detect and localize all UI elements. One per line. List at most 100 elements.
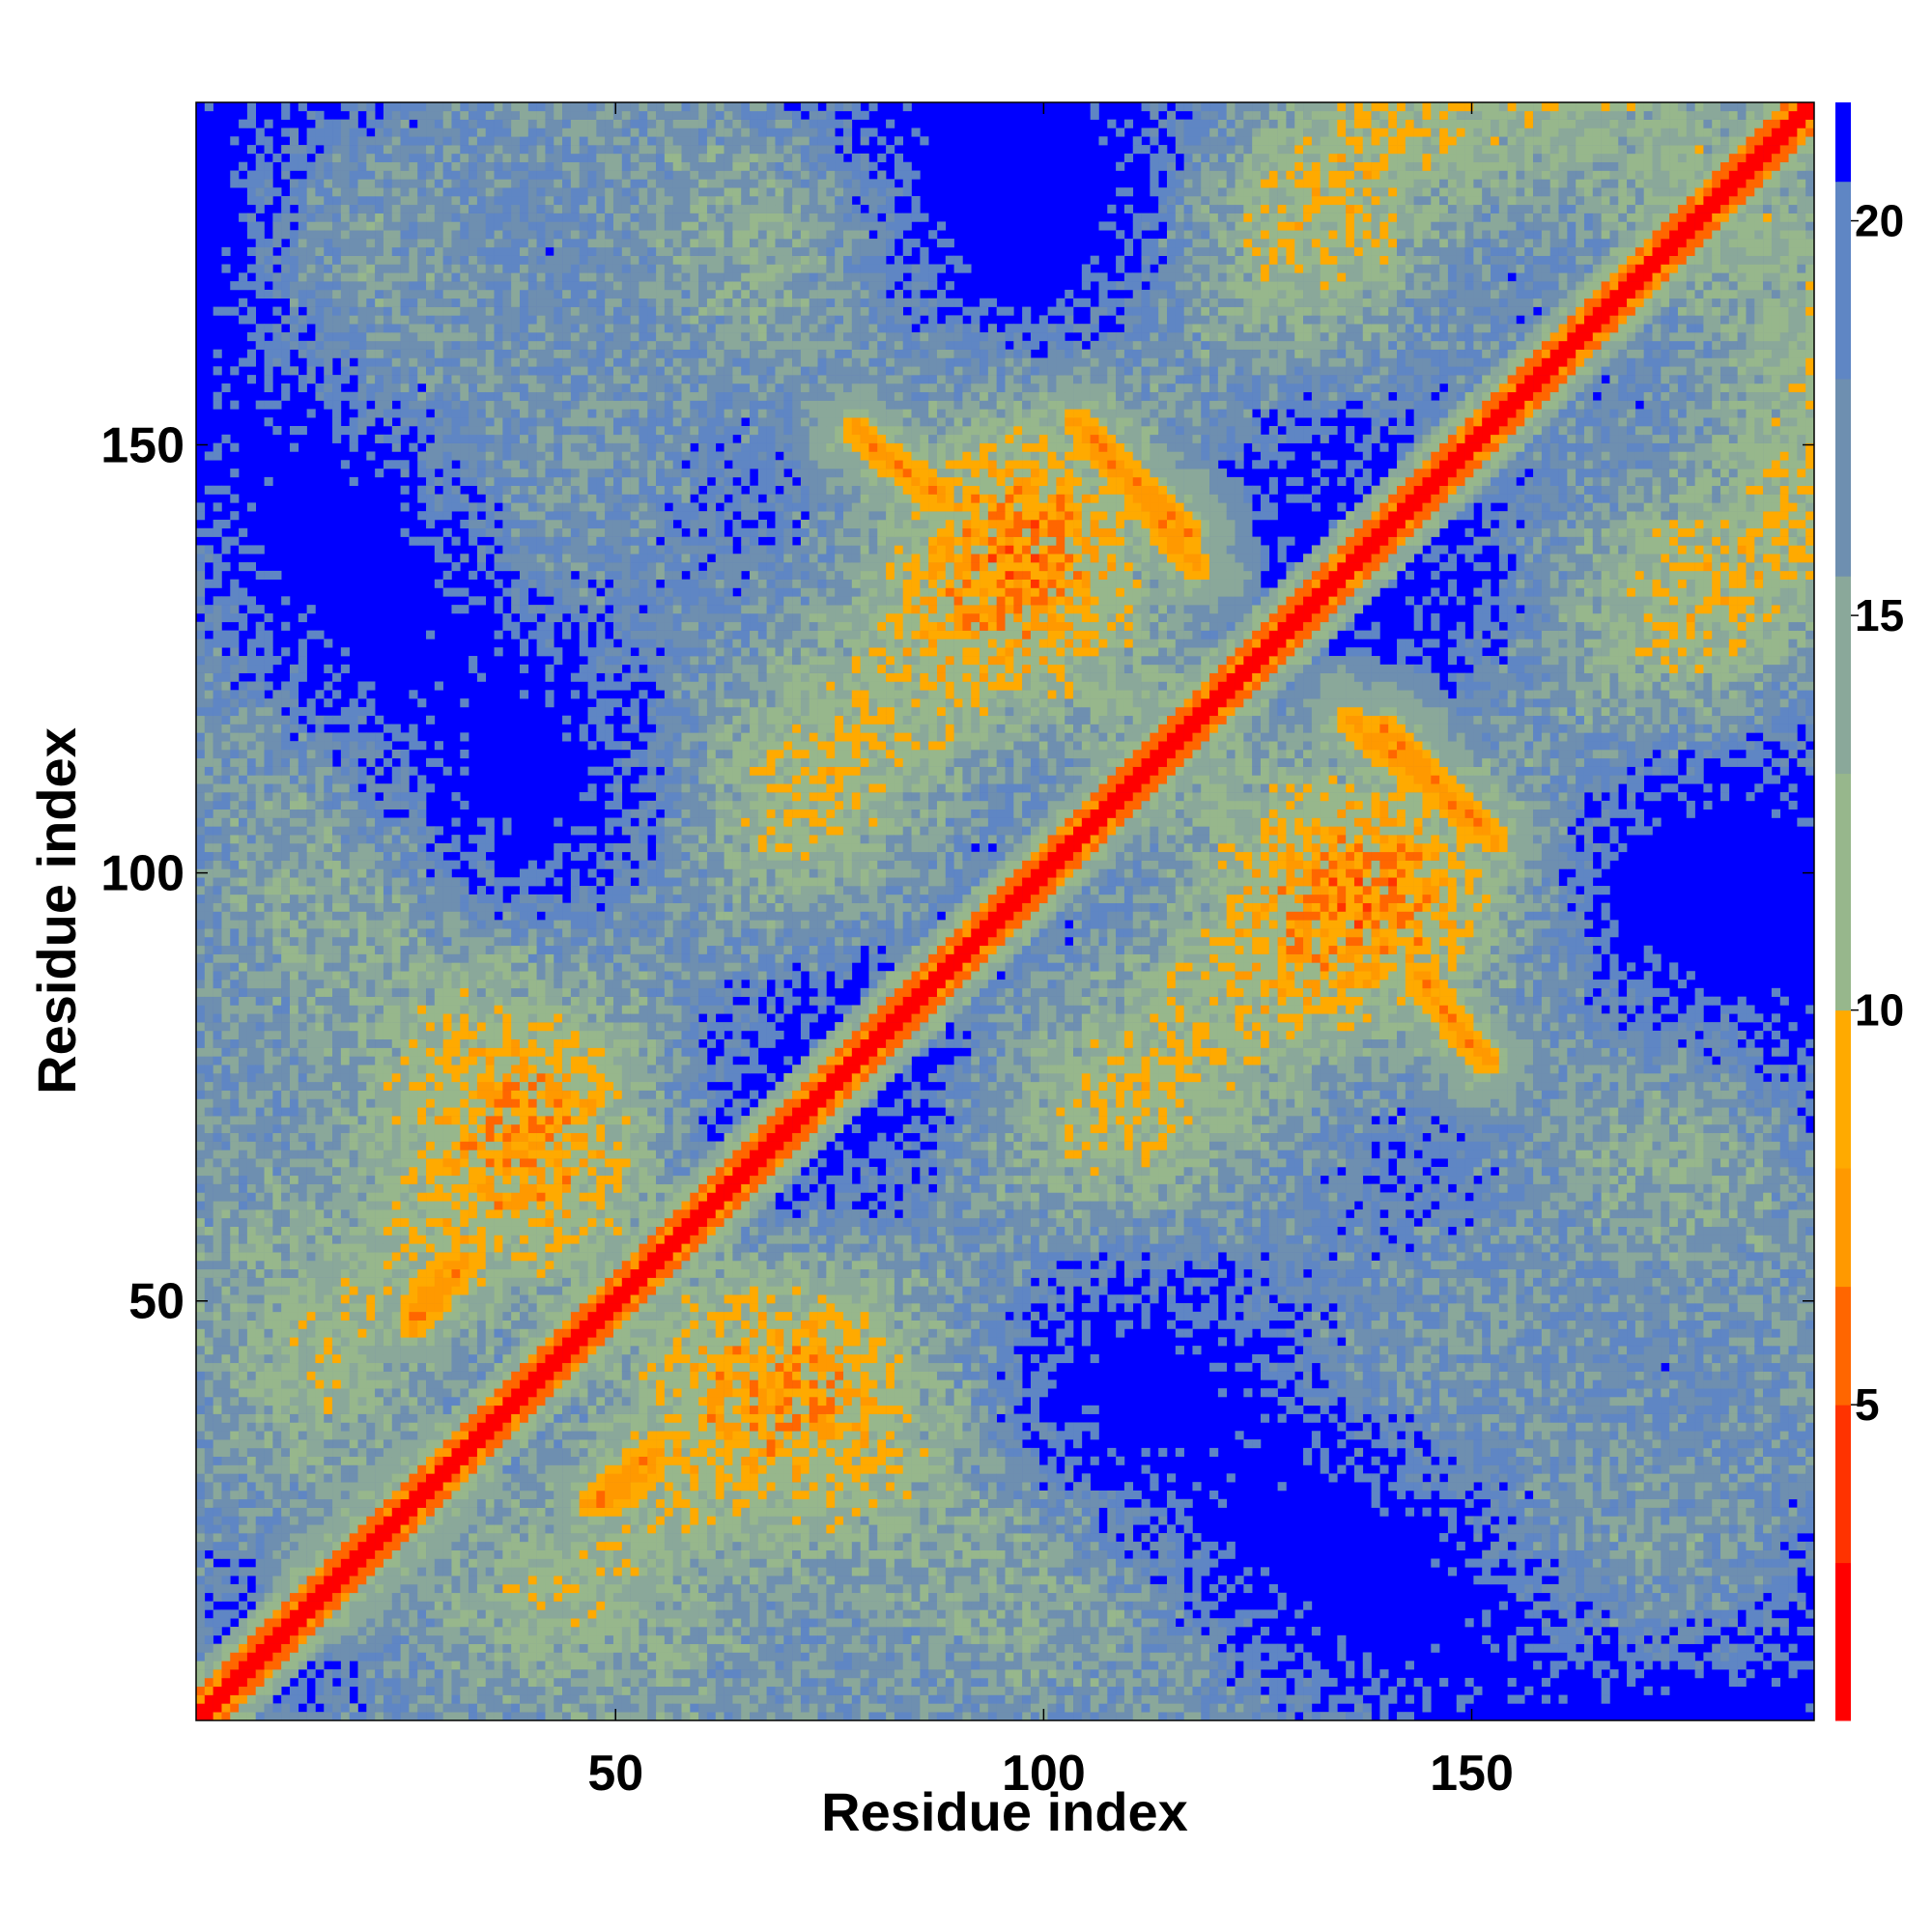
- heatmap-cell: [460, 460, 469, 469]
- heatmap-cell: [350, 1379, 358, 1388]
- heatmap-cell: [230, 835, 239, 843]
- heatmap-cell: [435, 928, 443, 937]
- heatmap-cell: [366, 1635, 375, 1644]
- heatmap-cell: [213, 1116, 222, 1124]
- heatmap-cell: [426, 1388, 435, 1397]
- heatmap-cell: [315, 928, 324, 937]
- heatmap-cell: [435, 954, 443, 963]
- heatmap-cell: [426, 716, 435, 724]
- heatmap-cell: [205, 605, 213, 613]
- heatmap-cell: [358, 1379, 367, 1388]
- heatmap-cell: [350, 1269, 358, 1278]
- heatmap-cell: [281, 1328, 290, 1337]
- heatmap-cell: [341, 1294, 350, 1303]
- heatmap-cell: [417, 315, 426, 324]
- heatmap-cell: [205, 988, 213, 997]
- heatmap-cell: [443, 1388, 452, 1397]
- heatmap-cell: [324, 187, 332, 196]
- heatmap-cell: [205, 1652, 213, 1661]
- heatmap-cell: [230, 818, 239, 827]
- heatmap-cell: [469, 1286, 477, 1294]
- heatmap-cell: [196, 1269, 205, 1278]
- heatmap-cell: [358, 230, 367, 239]
- heatmap-cell: [256, 1252, 265, 1261]
- heatmap-cell: [265, 357, 273, 366]
- heatmap-cell: [307, 1039, 316, 1048]
- heatmap-cell: [315, 1278, 324, 1287]
- heatmap-cell: [358, 324, 367, 332]
- heatmap-cell: [384, 877, 392, 886]
- heatmap-cell: [409, 1533, 417, 1542]
- heatmap-cell: [426, 1091, 435, 1099]
- heatmap-cell: [341, 1678, 350, 1687]
- heatmap-cell: [409, 1091, 417, 1099]
- heatmap-cell: [392, 409, 401, 417]
- heatmap-cell: [205, 1209, 213, 1218]
- heatmap-cell: [366, 1286, 375, 1294]
- heatmap-cell: [230, 1703, 239, 1712]
- heatmap-cell: [272, 835, 281, 843]
- heatmap-cell: [443, 1627, 452, 1635]
- heatmap-cell: [350, 205, 358, 213]
- heatmap-cell: [469, 435, 477, 443]
- heatmap-cell: [469, 1022, 477, 1031]
- heatmap-cell: [205, 622, 213, 631]
- heatmap-cell: [307, 1209, 316, 1218]
- heatmap-cell: [290, 1372, 298, 1380]
- heatmap-cell: [469, 912, 477, 921]
- heatmap-cell: [350, 861, 358, 869]
- heatmap-cell: [392, 265, 401, 273]
- heatmap-cell: [435, 247, 443, 256]
- heatmap-cell: [265, 179, 273, 187]
- heatmap-cell: [469, 290, 477, 298]
- heatmap-cell: [332, 1346, 341, 1354]
- heatmap-cell: [409, 1524, 417, 1533]
- heatmap-cell: [256, 997, 265, 1006]
- heatmap-cell: [469, 469, 477, 477]
- heatmap-cell: [239, 656, 247, 665]
- heatmap-cell: [324, 179, 332, 187]
- heatmap-cell: [272, 1533, 281, 1542]
- heatmap-cell: [392, 230, 401, 239]
- heatmap-cell: [332, 1422, 341, 1431]
- heatmap-cell: [384, 1303, 392, 1312]
- heatmap-cell: [469, 861, 477, 869]
- heatmap-cell: [281, 357, 290, 366]
- heatmap-cell: [290, 1116, 298, 1124]
- heatmap-cell: [460, 1687, 469, 1695]
- heatmap-cell: [409, 1107, 417, 1116]
- heatmap-cell: [298, 1286, 307, 1294]
- heatmap-cell: [417, 1278, 426, 1287]
- heatmap-cell: [281, 1678, 290, 1687]
- heatmap-cell: [350, 1328, 358, 1337]
- heatmap-cell: [409, 801, 417, 810]
- heatmap-cell: [315, 1439, 324, 1448]
- heatmap-cell: [221, 1542, 230, 1550]
- heatmap-cell: [239, 1346, 247, 1354]
- heatmap-cell: [324, 1150, 332, 1158]
- heatmap-cell: [366, 1602, 375, 1610]
- heatmap-cell: [341, 1158, 350, 1167]
- heatmap-cell: [435, 1379, 443, 1388]
- heatmap-cell: [409, 1363, 417, 1372]
- heatmap-cell: [451, 920, 460, 928]
- heatmap-cell: [281, 1499, 290, 1508]
- heatmap-cell: [205, 1218, 213, 1227]
- heatmap-cell: [384, 366, 392, 375]
- heatmap-cell: [375, 213, 384, 222]
- heatmap-cell: [469, 1278, 477, 1287]
- heatmap-cell: [256, 698, 265, 707]
- heatmap-cell: [290, 1236, 298, 1244]
- heatmap-cell: [341, 783, 350, 792]
- heatmap-cell: [230, 690, 239, 698]
- heatmap-cell: [196, 1406, 205, 1414]
- heatmap-cell: [239, 1448, 247, 1457]
- heatmap-cell: [426, 1278, 435, 1287]
- heatmap-cell: [315, 1354, 324, 1363]
- heatmap-cell: [401, 469, 410, 477]
- heatmap-cell: [426, 486, 435, 495]
- heatmap-cell: [230, 801, 239, 810]
- heatmap-cell: [230, 732, 239, 741]
- heatmap-cell: [307, 1524, 316, 1533]
- heatmap-cell: [451, 1294, 460, 1303]
